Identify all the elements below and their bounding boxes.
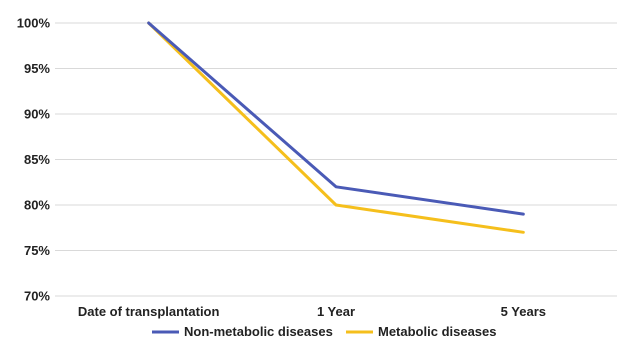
legend-label: Metabolic diseases bbox=[378, 324, 497, 339]
y-tick-label: 85% bbox=[24, 152, 50, 167]
y-tick-label: 75% bbox=[24, 243, 50, 258]
y-tick-label: 90% bbox=[24, 107, 50, 122]
x-tick-label: 5 Years bbox=[501, 304, 546, 319]
y-axis-ticks: 70% 75% 80% 85% 90% 95% 100% bbox=[17, 16, 51, 304]
x-tick-label: Date of transplantation bbox=[78, 304, 220, 319]
x-tick-label: 1 Year bbox=[317, 304, 355, 319]
y-tick-label: 80% bbox=[24, 198, 50, 213]
legend: Non-metabolic diseases Metabolic diseases bbox=[152, 324, 497, 339]
x-axis-ticks: Date of transplantation 1 Year 5 Years bbox=[78, 304, 546, 319]
y-tick-label: 100% bbox=[17, 16, 51, 31]
series-line bbox=[147, 21, 525, 234]
y-tick-label: 95% bbox=[24, 61, 50, 76]
gridlines bbox=[55, 22, 617, 297]
series-lines bbox=[147, 21, 525, 234]
legend-label: Non-metabolic diseases bbox=[184, 324, 333, 339]
y-tick-label: 70% bbox=[24, 289, 50, 304]
series-line bbox=[147, 21, 525, 216]
